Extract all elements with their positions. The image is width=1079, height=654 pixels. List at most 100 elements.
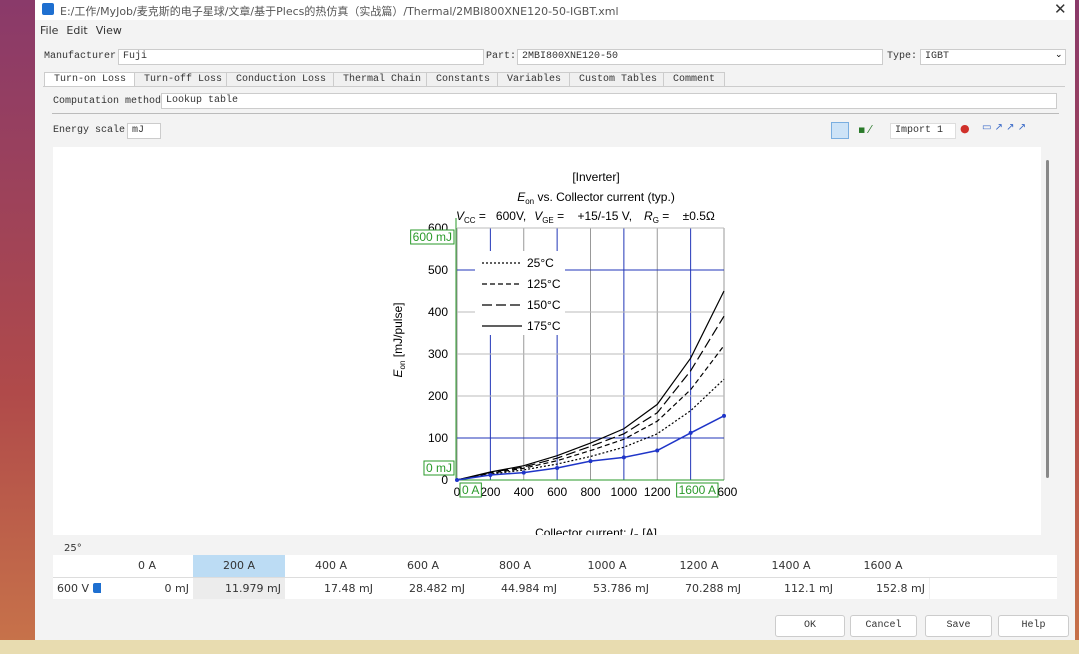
plot-conditions: VCC = 600V, VGE = +15/-15 V, RG = ±0.5Ω (456, 209, 715, 225)
column-header[interactable]: 800 A (469, 555, 561, 577)
t: G (653, 216, 659, 225)
label: Computation method: (53, 96, 168, 107)
column-header[interactable]: 400 A (285, 555, 377, 577)
column-header[interactable]: 1400 A (745, 555, 837, 577)
checkbox[interactable] (93, 583, 103, 593)
column-header[interactable]: 0 A (101, 555, 193, 577)
t: = 600V, (476, 209, 527, 223)
curve (456, 290, 725, 481)
tab[interactable]: Constants (426, 72, 501, 86)
label: Part: (486, 51, 517, 62)
t: E (391, 368, 405, 377)
tab[interactable]: Turn-off Loss (134, 72, 233, 86)
part-field[interactable]: 2MBI800XNE120-50 (517, 49, 883, 65)
menu-bar: File Edit View (40, 24, 130, 37)
y-tick-label: 400 (428, 305, 448, 319)
row-label: 600 V (57, 582, 90, 595)
t: on (398, 361, 407, 370)
t: vs. Collector current (typ.) (534, 190, 675, 204)
tab[interactable]: Thermal Chain (333, 72, 432, 86)
table: 0 A 200 A 400 A 600 A 800 A 1000 A 1200 A 1400 … (53, 555, 1057, 599)
legend-label: 25°C (527, 256, 554, 270)
tab[interactable]: Turn-on Loss (44, 72, 137, 86)
cell[interactable]: 70.288 mJ (653, 578, 746, 599)
button[interactable]: OK (775, 615, 845, 637)
window-title: E:/工作/MyJob/麦克斯的电子星球/文章/基于Plecs的热仿真（实战篇）… (60, 5, 619, 18)
overlay-box (676, 482, 719, 498)
x-tick-label: 400 (514, 485, 534, 499)
overlay-label: 1600 A (679, 483, 716, 497)
tab[interactable]: Custom Tables (569, 72, 668, 86)
legend-label: 150°C (527, 298, 561, 312)
tab[interactable]: Comment (663, 72, 726, 86)
digitized-point (588, 459, 593, 464)
overlay-box (459, 482, 482, 498)
x-tick-label: 0 (454, 485, 461, 499)
label: Type: (887, 51, 918, 62)
t: E (517, 190, 526, 204)
cell[interactable]: 44.984 mJ (469, 578, 562, 599)
tab[interactable]: Conduction Loss (226, 72, 337, 86)
draw-tool[interactable] (831, 122, 849, 139)
tool-icon[interactable]: ● (960, 122, 970, 135)
overlay-box (423, 460, 455, 476)
column-header[interactable]: 1000 A (561, 555, 653, 577)
x-tick-label: 600 (547, 485, 567, 499)
import-dropdown[interactable]: Import 1 (890, 123, 956, 139)
digitized-point (521, 470, 526, 475)
plot-subtitle: Eon vs. Collector current (typ.) (517, 190, 675, 206)
x-axis-label: Collector current: IC [A] (535, 526, 657, 535)
t: C (633, 533, 639, 535)
plot: [Inverter] Eon vs. Collector current (ty… (391, 170, 738, 535)
button[interactable]: Help (998, 615, 1069, 637)
tool-icon[interactable]: ▪ ⁄ (858, 123, 871, 136)
menu-item[interactable]: View (95, 24, 122, 37)
menu-item[interactable]: Edit (66, 24, 88, 37)
button[interactable]: Save (925, 615, 992, 637)
digitized-point (455, 478, 459, 482)
label: Energy scale: (53, 125, 132, 136)
button[interactable]: Cancel (850, 615, 917, 637)
column-header[interactable]: 600 A (377, 555, 469, 577)
overlay-label: 600 mJ (413, 230, 452, 244)
t: R (644, 209, 653, 223)
scrollbar[interactable] (1046, 160, 1049, 478)
t: Collector current: (535, 526, 630, 535)
close-button[interactable]: ✕ (1054, 0, 1067, 18)
curve (456, 378, 725, 481)
cell[interactable]: 152.8 mJ (837, 578, 930, 599)
computation-dropdown[interactable]: Lookup table (161, 93, 1057, 109)
overlay-box (410, 229, 455, 245)
tool-icons[interactable]: ▭ ↗ ↗ ↗ (982, 122, 1027, 133)
column-header[interactable]: 200 A (193, 555, 285, 577)
cell[interactable]: 53.786 mJ (561, 578, 654, 599)
cell[interactable]: 11.979 mJ (193, 578, 286, 599)
column-header[interactable]: 1200 A (653, 555, 745, 577)
title-bar (35, 0, 1075, 20)
desktop-strip (0, 640, 1079, 654)
y-tick-label: 0 (441, 473, 448, 487)
digitized-point (555, 466, 560, 471)
manufacturer-field[interactable]: Fuji (118, 49, 484, 65)
menu-item[interactable]: File (40, 24, 59, 37)
x-tick-label: 1000 (611, 485, 638, 499)
cell[interactable]: 112.1 mJ (745, 578, 838, 599)
energy-scale-dropdown[interactable]: mJ (127, 123, 161, 139)
cell[interactable]: 0 mJ (101, 578, 194, 599)
digitized-point (488, 472, 493, 477)
digitized-point (621, 455, 626, 460)
type-dropdown[interactable]: IGBT (920, 49, 1066, 65)
y-axis-label: Eon [mJ/pulse] (391, 303, 407, 378)
t: on (525, 197, 534, 206)
tab[interactable]: Variables (497, 72, 572, 86)
column-header[interactable]: 1600 A (837, 555, 929, 577)
t: V (534, 209, 543, 223)
cell[interactable]: 17.48 mJ (285, 578, 378, 599)
chevron: ⌄ (1055, 50, 1063, 60)
y-tick-label: 100 (428, 431, 448, 445)
plot-title: [Inverter] (572, 170, 619, 184)
x-tick-label: 1200 (644, 485, 671, 499)
t: V (456, 209, 465, 223)
cell[interactable]: 28.482 mJ (377, 578, 470, 599)
